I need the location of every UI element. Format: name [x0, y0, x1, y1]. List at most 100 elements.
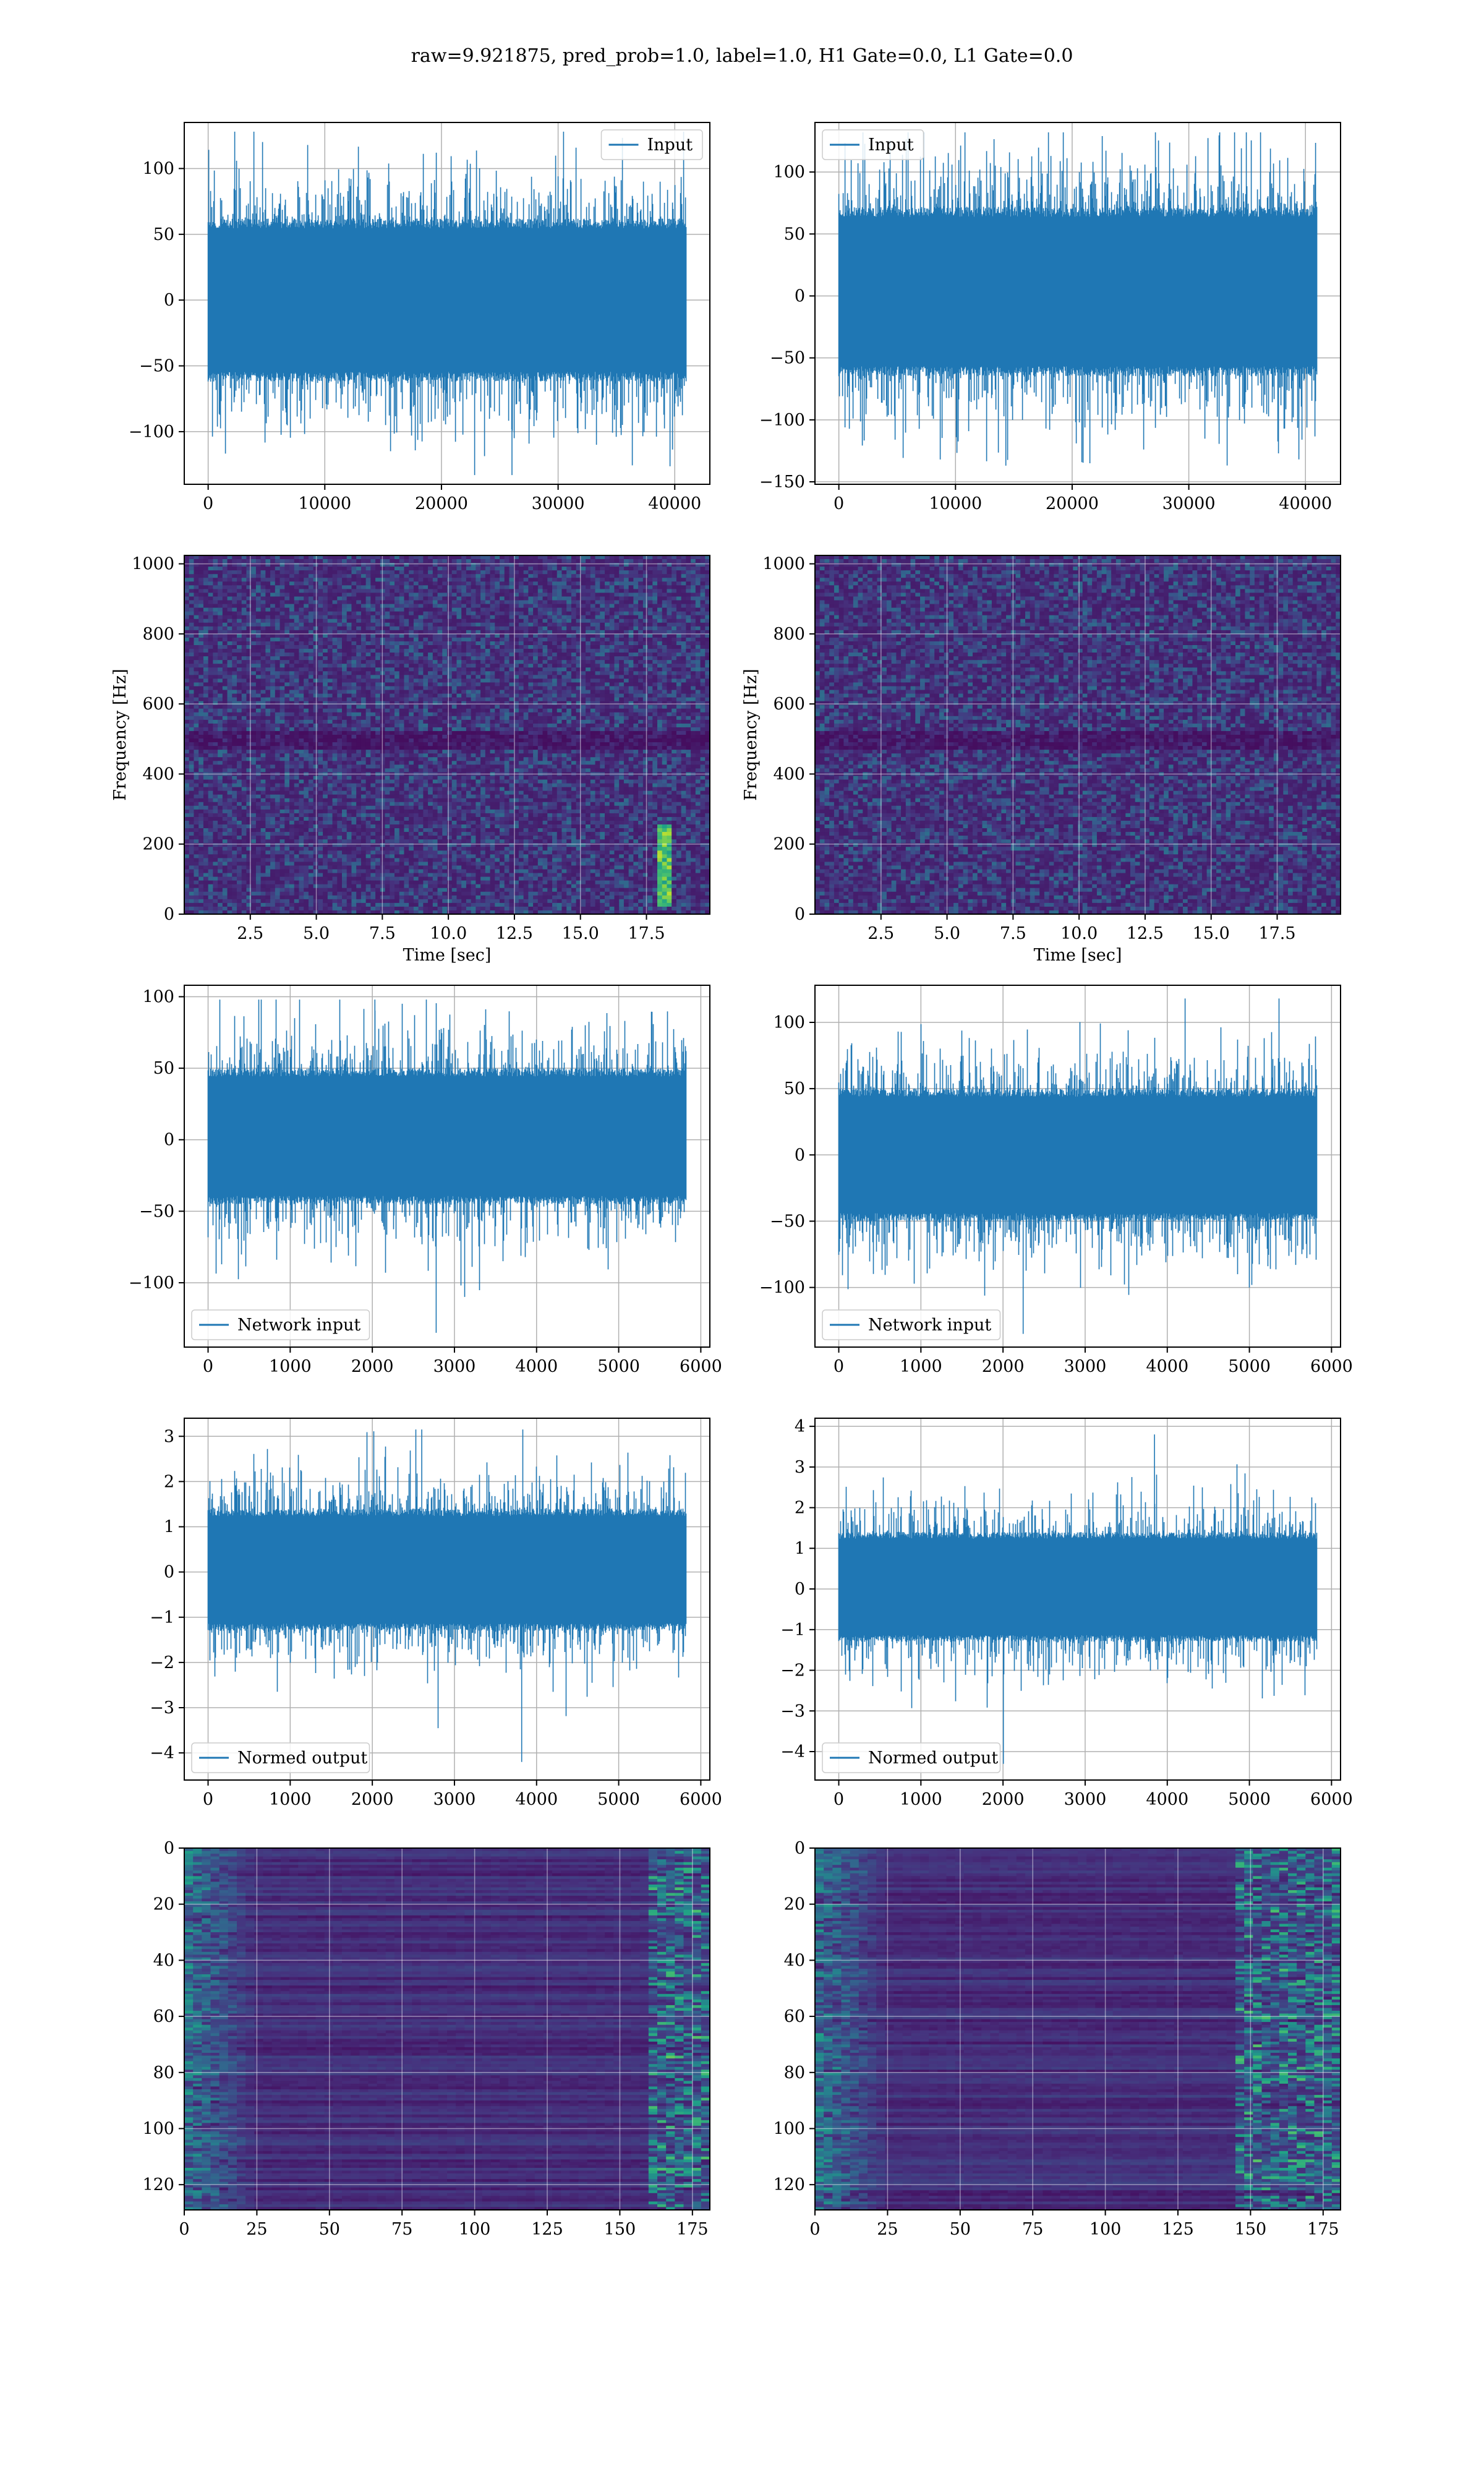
h1-spectrogram-ytick-label: 400	[142, 764, 174, 784]
h1-input-xtick-label: 10000	[298, 494, 351, 513]
h1-spectrogram-xtick-label: 2.5	[237, 924, 263, 943]
h1-feature-map-xtick-label: 100	[459, 2220, 491, 2239]
h1-normed-output-plot-area	[184, 1418, 710, 1780]
l1-normed-output-xtick-label: 5000	[1228, 1790, 1271, 1809]
l1-normed-output-ytick-label: −3	[780, 1701, 805, 1721]
l1-feature-map-xtick-label: 50	[950, 2220, 971, 2239]
h1-spectrogram-xtick-label: 15.0	[562, 924, 599, 943]
l1-network-input-ytick-label: −50	[770, 1212, 805, 1231]
l1-spectrogram-ytick-label: 600	[773, 695, 805, 714]
l1-network-input-xtick-label: 2000	[982, 1357, 1025, 1376]
h1-feature-map-ytick-label: 100	[142, 2119, 174, 2138]
h1-network-input-xtick-label: 6000	[680, 1357, 722, 1376]
h1-normed-output-ytick-label: 3	[164, 1427, 174, 1446]
l1-feature-map-ytick-label: 80	[784, 2063, 805, 2082]
h1-normed-output-xtick-label: 5000	[597, 1790, 640, 1809]
l1-input-axes-frame	[814, 122, 1341, 485]
l1-spectrogram-ytick-label: 400	[773, 764, 805, 784]
l1-spectrogram-axes-frame	[814, 555, 1341, 915]
h1-normed-output-axes-frame	[184, 1418, 710, 1781]
l1-network-input-legend-label: Network input	[868, 1316, 991, 1335]
h1-network-input-xtick-label: 2000	[351, 1357, 394, 1376]
l1-input-legend: Input	[822, 129, 924, 160]
l1-input-xtick-label: 30000	[1162, 494, 1216, 513]
l1-network-input-xtick-label: 5000	[1228, 1357, 1271, 1376]
h1-network-input-legend: Network input	[191, 1309, 370, 1340]
h1-spectrogram-ytick-label: 800	[142, 625, 174, 644]
l1-normed-output-ytick-label: 3	[795, 1458, 805, 1477]
h1-network-input-xtick-label: 3000	[433, 1357, 476, 1376]
h1-normed-output-ytick-label: 2	[164, 1472, 174, 1491]
l1-feature-map-ytick-label: 120	[773, 2175, 805, 2194]
l1-normed-output-xtick-label: 0	[834, 1790, 844, 1809]
l1-spectrogram-xtick-label: 17.5	[1258, 924, 1295, 943]
h1-input-ytick-label: 0	[164, 291, 174, 310]
h1-normed-output-ytick-label: −1	[150, 1608, 174, 1627]
l1-normed-output-series-line	[838, 1434, 1318, 1764]
h1-spectrogram-xtick-label: 12.5	[496, 924, 533, 943]
l1-input-legend-label: Input	[868, 135, 914, 155]
l1-spectrogram-xtick-label: 10.0	[1060, 924, 1098, 943]
l1-network-input-ytick-label: −100	[759, 1278, 805, 1298]
h1-input-ytick-label: −50	[139, 357, 174, 376]
l1-network-input-axes-frame	[814, 985, 1341, 1348]
subplot-l1-spectrogram: 2.5 5.0 7.5 10.0 12.5 15.0 17.5 0 200 400 600 800 10…	[741, 555, 1341, 965]
h1-feature-map-xtick-label: 75	[391, 2220, 412, 2239]
l1-network-input-xtick-label: 1000	[900, 1357, 942, 1376]
l1-network-input-ytick-label: 0	[795, 1145, 805, 1165]
h1-feature-map-xtick-label: 50	[319, 2220, 340, 2239]
l1-spectrogram-xtick-label: 12.5	[1127, 924, 1164, 943]
h1-input-xtick-label: 30000	[532, 494, 585, 513]
h1-feature-map-ytick-label: 0	[164, 1839, 174, 1858]
l1-feature-map-xtick-label: 125	[1162, 2220, 1194, 2239]
l1-spectrogram-plot-area	[815, 555, 1341, 914]
l1-spectrogram-xtick-label: 7.5	[1000, 924, 1026, 943]
l1-network-input-ytick-label: 50	[784, 1079, 805, 1098]
l1-feature-map-ytick-label: 0	[795, 1839, 805, 1858]
l1-network-input-legend: Network input	[822, 1309, 1001, 1340]
l1-input-plot-area	[815, 122, 1341, 484]
l1-spectrogram-xtick-label: 5.0	[934, 924, 960, 943]
l1-normed-output-legend-label: Normed output	[868, 1748, 998, 1768]
l1-normed-output-axes-frame	[814, 1418, 1341, 1781]
l1-input-ytick-label: 50	[784, 225, 805, 244]
h1-network-input-ytick-label: 100	[142, 987, 174, 1006]
l1-input-ytick-label: −100	[759, 411, 805, 430]
h1-feature-map-ytick-label: 120	[142, 2175, 174, 2194]
h1-spectrogram-ytick-label: 600	[142, 695, 174, 714]
l1-normed-output-xtick-label: 6000	[1310, 1790, 1353, 1809]
h1-feature-map-ytick-label: 20	[153, 1895, 174, 1914]
h1-input-xtick-label: 20000	[415, 494, 468, 513]
l1-input-ytick-label: 100	[773, 163, 805, 182]
h1-network-input-legend-label: Network input	[237, 1316, 360, 1335]
l1-network-input-xtick-label: 3000	[1064, 1357, 1107, 1376]
l1-feature-map-ytick-label: 60	[784, 2007, 805, 2026]
l1-feature-map-xtick-label: 175	[1307, 2220, 1339, 2239]
l1-input-xtick-label: 20000	[1046, 494, 1099, 513]
h1-network-input-xtick-label: 4000	[515, 1357, 558, 1376]
l1-feature-map-ytick-label: 40	[784, 1951, 805, 1970]
h1-feature-map-xtick-label: 0	[179, 2220, 189, 2239]
h1-feature-map-ytick-label: 60	[153, 2007, 174, 2026]
subplot-l1-normed-output: Normed output 0 1000 2000 3000 4000 5000 6000 −4…	[780, 1417, 1353, 1809]
l1-spectrogram-ylabel: Frequency [Hz]	[741, 669, 761, 800]
h1-network-input-ytick-label: 50	[153, 1059, 174, 1078]
h1-normed-output-ytick-label: 0	[164, 1563, 174, 1582]
h1-normed-output-legend-label: Normed output	[237, 1748, 367, 1768]
h1-spectrogram-xlabel: Time [sec]	[403, 946, 492, 965]
h1-spectrogram-ytick-label: 200	[142, 835, 174, 854]
subplot-h1-spectrogram: 2.5 5.0 7.5 10.0 12.5 15.0 17.5 0 200 400 600 800 10…	[111, 555, 710, 965]
h1-feature-map-ytick-label: 40	[153, 1951, 174, 1970]
h1-spectrogram-axes-frame	[184, 555, 710, 915]
l1-spectrogram-ytick-label: 200	[773, 835, 805, 854]
h1-input-axes-frame	[184, 122, 710, 485]
l1-normed-output-xtick-label: 3000	[1064, 1790, 1107, 1809]
h1-network-input-series-line	[207, 999, 687, 1333]
h1-normed-output-xtick-label: 4000	[515, 1790, 558, 1809]
l1-spectrogram-xlabel: Time [sec]	[1034, 946, 1122, 965]
l1-input-xtick-label: 0	[834, 494, 844, 513]
h1-input-ytick-label: 50	[153, 225, 174, 244]
l1-normed-output-ytick-label: 4	[795, 1417, 805, 1436]
h1-network-input-ytick-label: −50	[139, 1202, 174, 1221]
